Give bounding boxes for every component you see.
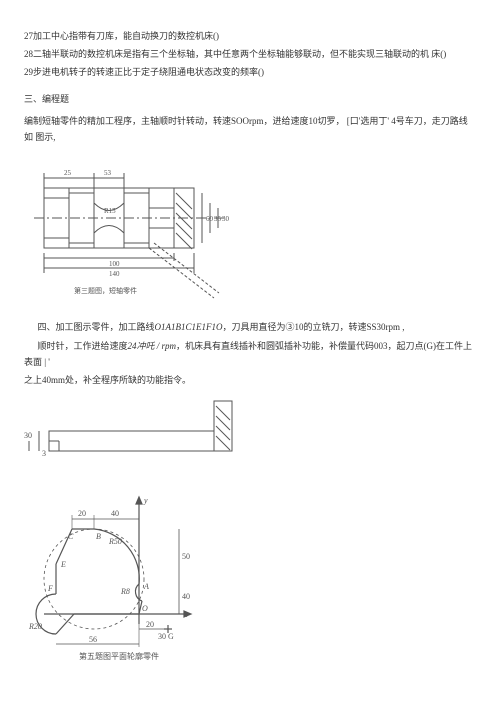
question-27: 27加工中心指带有刀库，能自动换刀的数控机床() [24,28,476,44]
section-4-line-2: 顺时针，工作进给速度24冲吒 / rpm，机床具有直线插补和圆弧插补功能，补偿量… [24,338,476,370]
dim-label: R15 [104,207,116,215]
dim-side-50: 50 [182,552,190,561]
route-code: O1A1B1C1E1F1O [155,322,223,332]
section-4-line-3: 之上40mm处，补全程序所缺的功能指令。 [24,372,476,388]
question-29: 29步进电机转子的转速正比于定子绕阻通电状态改变的频率() [24,64,476,80]
dim-30: 30 [24,431,32,440]
dim-label: 60 [206,215,214,223]
figure-3: 20 40 C B R50 E F R20 56 R8 A O x y 20 3… [24,489,476,669]
question-28: 28二轴半联动的数控机床是指有三个坐标轴，其中任意两个坐标轴能够联动，但不能实现… [24,46,476,62]
point-g-label: 30 G [158,632,174,641]
dim-top-40: 40 [111,509,119,518]
dim-label: 25 [64,169,72,177]
point-a: A [143,582,149,591]
dim-label: 140 [109,270,120,278]
point-c: C [68,532,74,541]
figure-2: 30 3 [24,396,476,481]
dim-top-20: 20 [78,509,86,518]
figure-3-caption: 第五题图平面轮廓零件 [79,651,159,661]
dim-side-40: 40 [182,592,190,601]
dim-label: 35 [214,215,222,223]
dim-r8: R8 [120,587,130,596]
dim-label: 100 [109,260,120,268]
section-4-line-1: 四、加工图示零件，加工路线O1A1B1C1E1F1O，刀具用直径为③10的立铣刀… [24,319,476,335]
dim-r50: R50 [108,537,122,546]
text: ，刀具用直径为③10的立铣刀，转速SS30rpm , [223,322,405,332]
figure-1: 25 53 100 140 R15 60 35 30 第三题图，短轴零件 [24,153,476,313]
text: 顺时针，工作进给速度 [38,341,128,351]
section-3-body: 编制短轴零件的精加工程序，主轴顺时针转动，转速SOOrpm，进给速度10切罗， … [24,113,476,145]
text: ，机床具有直线插补和圆弧插补功能，补偿量代码003，起刀点 [176,341,424,351]
feed-rate: 24冲吒 / rpm [128,341,177,351]
dim-label: 30 [222,215,230,223]
dim-56: 56 [89,635,97,644]
dim-label: 53 [104,169,112,177]
dim-r20: R20 [28,622,42,631]
axis-x: x [183,610,188,619]
section-3-title: 三、编程题 [24,91,476,107]
point-e: E [60,560,66,569]
axis-y: y [143,496,148,505]
point-g: (G) [424,341,437,351]
point-b: B [96,532,101,541]
text: 四、加工图示零件，加工路线 [38,322,155,332]
point-o: O [142,604,148,613]
figure-1-caption: 第三题图，短轴零件 [74,286,137,295]
dim-3: 3 [42,449,46,458]
point-f: F [47,584,53,593]
dim-bot-20: 20 [146,620,154,629]
